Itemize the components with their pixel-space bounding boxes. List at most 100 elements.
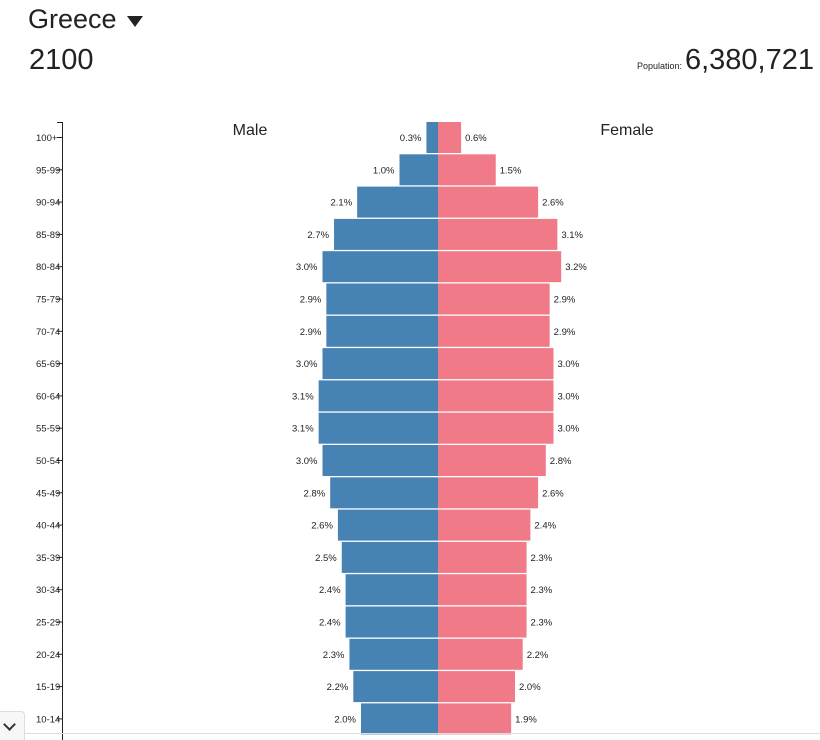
pyramid-bars: 100+ 0.3% 0.6% 95-99 1.0% 1.5% 90-94 2.1% 2.6% 85… — [36, 122, 587, 735]
female-value-label: 2.9% — [554, 327, 576, 338]
male-value-label: 2.1% — [330, 198, 352, 209]
male-bar[interactable] — [341, 541, 438, 573]
female-bar[interactable] — [438, 638, 523, 670]
male-value-label: 2.0% — [334, 714, 356, 725]
female-value-label: 3.0% — [558, 391, 580, 402]
female-bar[interactable] — [438, 348, 554, 380]
male-value-label: 2.4% — [319, 618, 341, 629]
age-group-label: 100+ — [36, 133, 58, 144]
male-value-label: 2.7% — [307, 230, 329, 241]
male-bar[interactable] — [353, 671, 438, 703]
female-value-label: 2.3% — [531, 553, 553, 564]
male-legend-label: Male — [233, 122, 268, 139]
female-bar[interactable] — [438, 380, 554, 412]
male-value-label: 2.6% — [311, 521, 333, 532]
male-bar[interactable] — [322, 251, 439, 283]
age-group-label: 40-44 — [36, 521, 60, 532]
male-bar[interactable] — [326, 283, 438, 315]
year-label: 2100 — [29, 44, 94, 76]
female-value-label: 2.6% — [542, 198, 564, 209]
female-bar[interactable] — [438, 509, 531, 541]
female-value-label: 1.5% — [500, 165, 522, 176]
female-value-label: 2.9% — [554, 295, 576, 306]
female-bar[interactable] — [438, 703, 512, 735]
age-group-label: 85-89 — [36, 230, 60, 241]
age-group-label: 70-74 — [36, 327, 60, 338]
female-bar[interactable] — [438, 606, 527, 638]
age-group-label: 35-39 — [36, 553, 60, 564]
male-bar[interactable] — [361, 703, 438, 735]
male-bar[interactable] — [345, 606, 438, 638]
female-value-label: 2.2% — [527, 650, 549, 661]
age-group-label: 95-99 — [36, 165, 60, 176]
female-bar[interactable] — [438, 574, 527, 606]
female-bar[interactable] — [438, 251, 562, 283]
female-bar[interactable] — [438, 445, 546, 476]
female-bar[interactable] — [438, 477, 539, 509]
male-bar[interactable] — [337, 509, 438, 541]
female-bar[interactable] — [438, 412, 554, 444]
female-bar[interactable] — [438, 154, 496, 186]
female-value-label: 2.3% — [531, 618, 553, 629]
male-bar[interactable] — [345, 574, 438, 606]
male-bar[interactable] — [318, 380, 438, 412]
male-value-label: 2.9% — [300, 327, 322, 338]
male-value-label: 3.1% — [292, 424, 314, 435]
female-value-label: 2.0% — [519, 682, 541, 693]
female-bar[interactable] — [438, 218, 558, 250]
country-dropdown[interactable]: Greece — [28, 4, 143, 35]
female-value-label: 3.0% — [558, 359, 580, 370]
female-value-label: 2.3% — [531, 585, 553, 596]
female-value-label: 2.6% — [542, 488, 564, 499]
male-bar[interactable] — [322, 348, 439, 380]
female-bar[interactable] — [438, 541, 527, 573]
age-group-label: 25-29 — [36, 618, 60, 629]
male-value-label: 3.0% — [296, 262, 318, 273]
male-value-label: 2.2% — [327, 682, 349, 693]
age-group-label: 15-19 — [36, 682, 60, 693]
age-group-label: 90-94 — [36, 198, 60, 209]
population-total: Population: 6,380,721 — [637, 44, 814, 77]
female-bar[interactable] — [438, 315, 550, 347]
male-bar[interactable] — [326, 315, 438, 347]
female-bar[interactable] — [438, 186, 539, 218]
male-value-label: 2.4% — [319, 585, 341, 596]
male-value-label: 0.3% — [400, 133, 422, 144]
male-value-label: 2.5% — [315, 553, 337, 564]
collapse-toggle-button[interactable] — [0, 711, 25, 740]
age-group-label: 60-64 — [36, 391, 60, 402]
age-group-label: 10-14 — [36, 714, 60, 725]
female-value-label: 1.9% — [515, 714, 537, 725]
age-group-label: 65-69 — [36, 359, 60, 370]
male-value-label: 3.0% — [296, 359, 318, 370]
female-value-label: 0.6% — [465, 133, 487, 144]
male-bar[interactable] — [318, 412, 438, 444]
age-group-label: 45-49 — [36, 488, 60, 499]
male-bar[interactable] — [399, 154, 439, 186]
female-value-label: 3.2% — [565, 262, 587, 273]
age-group-label: 80-84 — [36, 262, 60, 273]
male-bar[interactable] — [322, 445, 439, 476]
male-value-label: 2.3% — [323, 650, 345, 661]
male-bar[interactable] — [357, 186, 438, 218]
female-bar[interactable] — [438, 283, 550, 315]
male-bar[interactable] — [426, 122, 438, 153]
male-value-label: 2.9% — [300, 295, 322, 306]
female-bar[interactable] — [438, 122, 462, 153]
age-group-label: 20-24 — [36, 650, 60, 661]
female-value-label: 3.0% — [558, 424, 580, 435]
female-value-label: 2.8% — [550, 456, 572, 467]
male-bar[interactable] — [349, 638, 438, 670]
chevron-down-icon — [3, 718, 16, 731]
age-group-label: 30-34 — [36, 585, 60, 596]
male-bar[interactable] — [330, 477, 438, 509]
footer-divider — [18, 733, 820, 734]
male-bar[interactable] — [334, 218, 438, 250]
caret-down-icon[interactable] — [126, 16, 143, 27]
country-name: Greece — [28, 4, 117, 34]
female-bar[interactable] — [438, 671, 515, 703]
age-group-label: 50-54 — [36, 456, 60, 467]
female-legend-label: Female — [600, 122, 653, 139]
